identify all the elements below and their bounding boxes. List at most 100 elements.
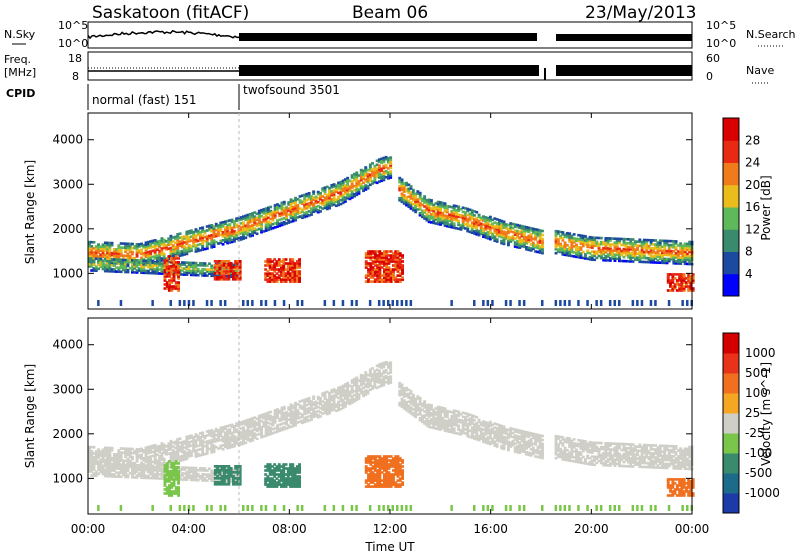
power-cell — [654, 251, 658, 254]
velocity-cell — [384, 362, 388, 366]
power-cell — [488, 237, 492, 241]
power-cell — [282, 212, 286, 216]
velocity-cell — [328, 403, 331, 407]
velocity-cell — [158, 460, 162, 464]
power-cell — [622, 237, 626, 241]
velocity-cell — [99, 470, 103, 474]
power-cell — [269, 213, 273, 217]
velocity-cell — [187, 445, 191, 448]
power-cell — [357, 184, 361, 187]
power-patch-cell — [284, 276, 288, 279]
velocity-cell — [192, 472, 196, 476]
power-cell — [90, 245, 94, 248]
velocity-cell — [115, 475, 119, 478]
velocity-cell — [339, 395, 343, 399]
velocity-cell — [355, 394, 359, 398]
power-cell — [353, 188, 356, 192]
power-patch-cell — [289, 276, 292, 279]
power-cell — [531, 237, 535, 241]
power-cell — [323, 192, 327, 195]
power-cell — [233, 240, 236, 243]
velocity-cell — [221, 438, 225, 441]
power-patch-cell — [220, 264, 224, 267]
power-cell — [90, 269, 94, 272]
power-cell — [350, 196, 354, 199]
power-cell — [183, 271, 186, 274]
power-cell — [604, 255, 608, 258]
velocity-cell — [219, 438, 223, 442]
power-cell — [638, 254, 642, 258]
power-patch-cell — [364, 256, 368, 259]
velocity-cell — [362, 382, 365, 386]
power-cell — [450, 221, 454, 225]
power-cell — [414, 210, 418, 214]
power-cell — [575, 249, 578, 253]
power-cell — [658, 243, 662, 246]
velocity-cell — [316, 397, 320, 401]
velocity-cell — [140, 468, 143, 471]
power-patch-cell — [286, 266, 290, 269]
power-cell — [629, 258, 633, 261]
velocity-cell — [149, 459, 153, 462]
power-cell — [264, 221, 268, 224]
power-patch-cell — [678, 289, 682, 292]
power-cell — [276, 209, 279, 212]
power-patch-cell — [367, 278, 370, 281]
power-patch-cell — [392, 252, 395, 255]
velocity-cell — [362, 392, 365, 396]
power-cell — [135, 271, 139, 274]
velocity-cell — [196, 444, 200, 448]
power-cell — [649, 253, 653, 256]
power-cell — [230, 220, 234, 224]
velocity-cell — [90, 462, 94, 465]
power-cell — [633, 242, 637, 245]
power-cell — [606, 243, 610, 246]
power-cell — [368, 175, 372, 179]
power-cell — [672, 258, 676, 261]
velocity-cell — [146, 447, 150, 451]
velocity-cell — [276, 412, 279, 415]
power-patch-cell — [284, 274, 288, 277]
power-patch-cell — [689, 287, 693, 290]
power-cell — [425, 214, 429, 218]
power-cell — [119, 250, 123, 253]
velocity-cell — [230, 433, 234, 437]
velocity-cell — [382, 381, 386, 385]
freq-band — [239, 65, 539, 76]
power-cell — [488, 235, 492, 239]
power-patch-cell — [378, 256, 382, 259]
power-cell — [260, 214, 263, 218]
power-cell — [599, 240, 603, 244]
power-cell — [128, 242, 132, 246]
power-cell — [106, 253, 109, 257]
velocity-cell — [212, 444, 216, 447]
velocity-cell — [146, 474, 150, 478]
power-cell — [103, 257, 107, 261]
power-cell — [253, 219, 257, 222]
power-cell — [300, 194, 304, 197]
velocity-cell — [199, 436, 202, 439]
power-cell — [242, 229, 245, 232]
velocity-cell — [353, 399, 356, 403]
power-cell — [674, 246, 678, 249]
power-patch-cell — [174, 269, 178, 272]
power-cell — [445, 210, 449, 214]
power-cell — [171, 270, 175, 274]
power-patch-cell — [168, 275, 171, 278]
power-cell — [282, 220, 286, 224]
power-cell — [323, 188, 327, 191]
power-cell — [595, 242, 599, 246]
power-cell — [561, 245, 565, 248]
velocity-cell — [384, 376, 388, 380]
power-cell — [266, 222, 270, 226]
power-cell — [307, 202, 311, 205]
power-cell — [461, 220, 465, 224]
velocity-cell — [298, 406, 302, 409]
velocity-cell — [364, 383, 368, 386]
power-patch-cell — [280, 278, 283, 281]
power-cell — [153, 249, 157, 252]
velocity-cell — [233, 439, 236, 442]
velocity-cell — [169, 451, 173, 455]
power-cell — [500, 239, 504, 243]
velocity-cell — [187, 472, 191, 476]
